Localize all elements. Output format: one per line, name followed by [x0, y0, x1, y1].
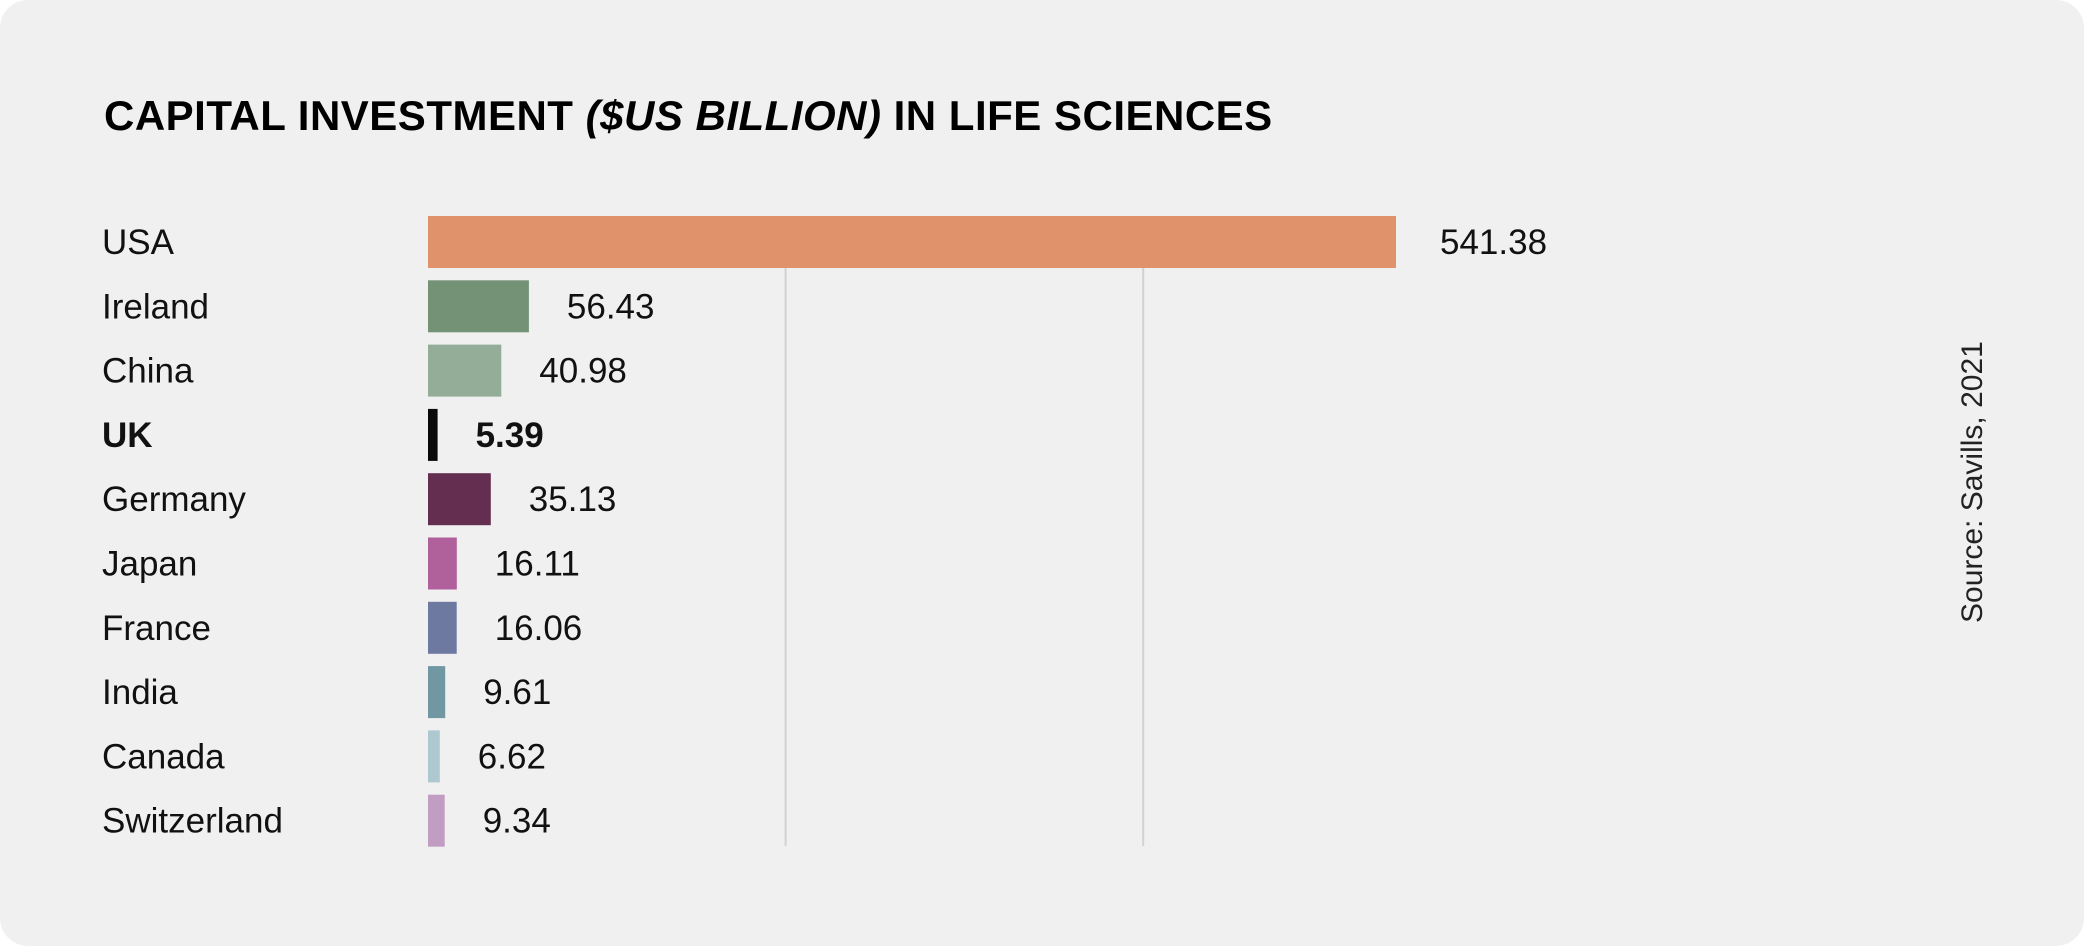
- bar-canada: [428, 730, 440, 783]
- bar-ireland: [428, 280, 529, 333]
- category-label-india: India: [102, 673, 178, 712]
- category-label-canada: Canada: [102, 737, 225, 776]
- bars: [428, 216, 1396, 847]
- title-part-units: ($US BILLION): [585, 92, 882, 139]
- value-label-china: 40.98: [539, 352, 627, 391]
- category-label-china: China: [102, 352, 194, 391]
- value-label-india: 9.61: [483, 673, 551, 712]
- bar-usa: [428, 216, 1396, 268]
- labels: USA 541.38 Ireland 56.43 China 40.98 UK 5.39 Ger…: [102, 223, 1547, 841]
- value-label-germany: 35.13: [529, 480, 617, 519]
- bar-germany: [428, 473, 491, 526]
- bar-india: [428, 666, 446, 719]
- value-label-usa: 541.38: [1440, 223, 1547, 262]
- bar-japan: [428, 537, 457, 590]
- source-note: Source: Savills, 2021: [1956, 341, 1989, 623]
- bar-china: [428, 344, 502, 397]
- title-part-1: CAPITAL INVESTMENT: [104, 92, 586, 139]
- category-label-ireland: Ireland: [102, 287, 209, 326]
- category-label-germany: Germany: [102, 480, 246, 519]
- chart-title: CAPITAL INVESTMENT ($US BILLION) IN LIFE…: [104, 92, 1273, 140]
- category-label-switzerland: Switzerland: [102, 802, 283, 841]
- value-label-ireland: 56.43: [567, 287, 655, 326]
- bar-france: [428, 601, 457, 654]
- value-label-uk: 5.39: [476, 416, 544, 455]
- title-part-3: IN LIFE SCIENCES: [881, 92, 1273, 139]
- gridlines: [784, 268, 1145, 846]
- category-label-japan: Japan: [102, 545, 197, 584]
- bar-switzerland: [428, 794, 445, 847]
- category-label-france: France: [102, 609, 211, 648]
- value-label-france: 16.06: [495, 609, 583, 648]
- category-label-usa: USA: [102, 223, 175, 262]
- value-label-japan: 16.11: [495, 545, 580, 584]
- bar-uk: [428, 408, 438, 461]
- value-label-switzerland: 9.34: [483, 802, 551, 841]
- category-label-uk: UK: [102, 416, 153, 455]
- value-label-canada: 6.62: [478, 737, 546, 776]
